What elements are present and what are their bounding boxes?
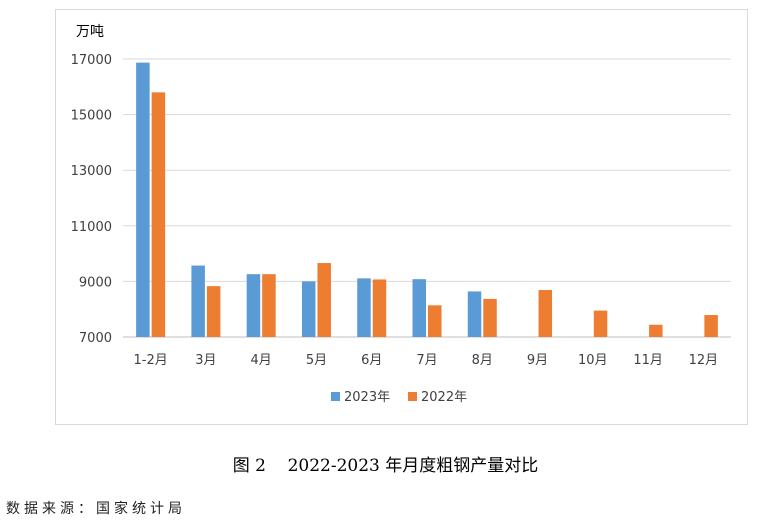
bar-series-2 xyxy=(317,263,331,337)
x-tick-label: 3月 xyxy=(195,353,216,368)
bar-series-2 xyxy=(538,290,553,337)
y-tick-label: 17000 xyxy=(71,53,112,68)
y-tick-label: 15000 xyxy=(71,109,112,124)
x-tick-label: 10月 xyxy=(578,353,608,368)
x-tick-label: 8月 xyxy=(472,353,493,368)
bar-series-1 xyxy=(191,265,205,337)
y-axis-unit-label: 万吨 xyxy=(76,24,104,40)
chart-frame: 7000 9000 11000 13000 15000 17000 1-2月 3月 4月 5月 6月… xyxy=(55,9,748,425)
x-tick-label: 1-2月 xyxy=(134,353,168,368)
bar-series-2 xyxy=(151,92,166,337)
legend-label: 2023年 xyxy=(344,390,390,405)
bar-series-2 xyxy=(262,274,276,337)
bar-chart: 7000 9000 11000 13000 15000 17000 1-2月 3月 4月 5月 6月… xyxy=(71,24,731,405)
bar-series-1 xyxy=(357,278,371,337)
bar-series-2 xyxy=(649,324,663,337)
bar-series-2 xyxy=(206,286,221,337)
bar-series-2 xyxy=(483,298,497,337)
legend-label: 2022年 xyxy=(421,390,467,405)
x-tick-label: 4月 xyxy=(251,353,272,368)
y-tick-label: 7000 xyxy=(79,331,112,346)
x-tick-label: 5月 xyxy=(306,353,327,368)
y-tick-label: 9000 xyxy=(79,275,112,290)
figure-caption: 图 2 2022-2023 年月度粗钢产量对比 xyxy=(232,456,539,476)
bar-series-2 xyxy=(704,315,718,337)
bar-series-1 xyxy=(412,279,426,337)
y-tick-label: 11000 xyxy=(71,220,112,235)
bar-series-1 xyxy=(136,62,150,337)
legend-swatch xyxy=(331,392,340,401)
bar-series-1 xyxy=(246,274,261,337)
x-tick-label: 9月 xyxy=(527,353,548,368)
bar-series-1 xyxy=(301,281,316,337)
x-tick-label: 7月 xyxy=(416,353,437,368)
bar-series-2 xyxy=(428,305,442,337)
data-source-note: 数据来源：国家统计局 xyxy=(6,501,186,517)
x-tick-label: 11月 xyxy=(633,353,663,368)
bar-series-2 xyxy=(593,310,608,337)
x-tick-label: 12月 xyxy=(689,353,719,368)
legend-swatch xyxy=(408,392,417,401)
x-tick-label: 6月 xyxy=(361,353,382,368)
y-tick-label: 13000 xyxy=(71,164,112,179)
bar-series-1 xyxy=(467,291,482,337)
bar-series-2 xyxy=(372,279,387,337)
